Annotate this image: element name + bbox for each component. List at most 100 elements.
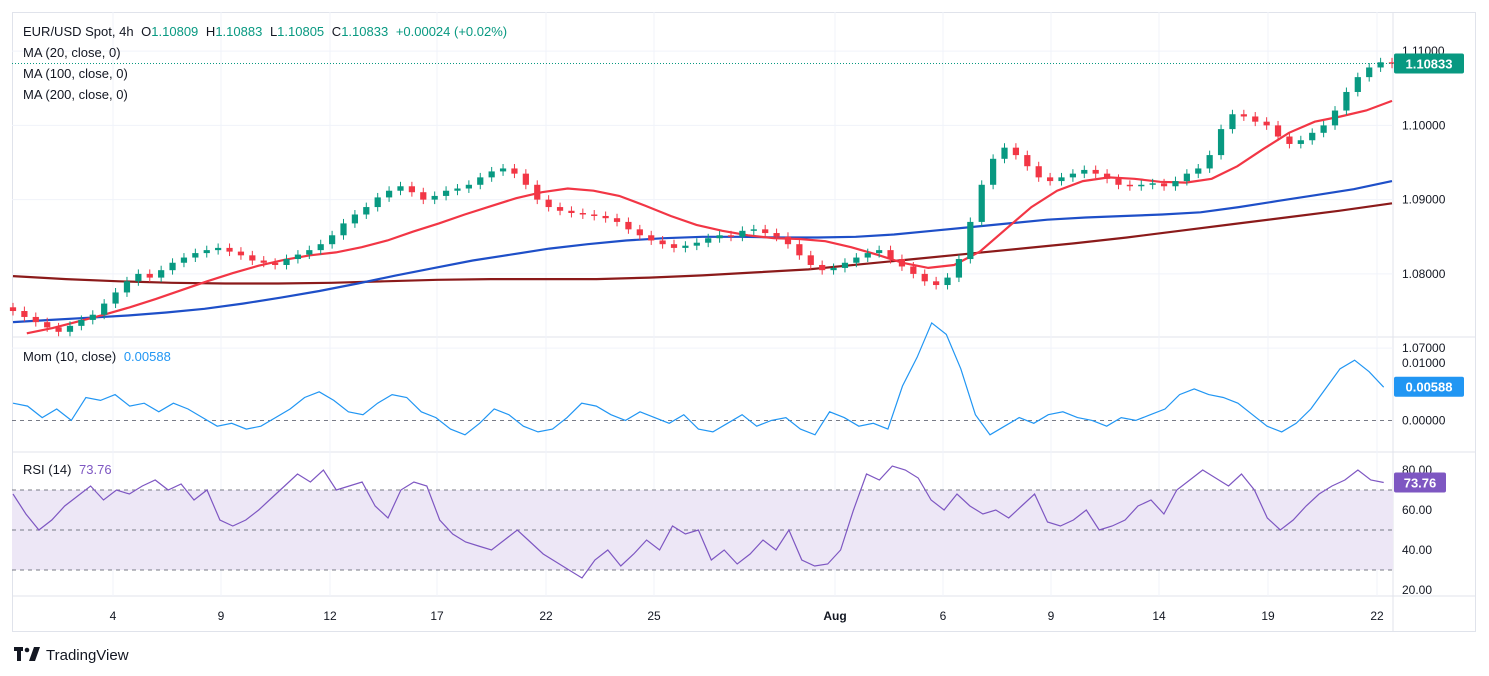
symbol-title[interactable]: EUR/USD Spot, 4h: [23, 24, 134, 39]
candle-body: [830, 267, 837, 271]
candle-body: [636, 229, 643, 236]
candle-body: [568, 210, 575, 214]
candle-body: [1320, 125, 1327, 133]
candle-body: [705, 238, 712, 243]
candle-body: [1240, 114, 1247, 117]
candle-body: [1183, 173, 1190, 182]
momentum-title: Mom (10, close): [23, 349, 117, 364]
candle-body: [465, 184, 472, 189]
candle-body: [1252, 116, 1259, 122]
candle-body: [944, 277, 951, 286]
candle-body: [146, 273, 153, 278]
candle-body: [249, 255, 256, 261]
candle-body: [887, 250, 894, 260]
ma100-legend[interactable]: MA (100, close, 0): [23, 66, 128, 81]
x-tick-label: 4: [110, 609, 117, 623]
candle-body: [1274, 125, 1282, 137]
candle-body: [898, 259, 906, 267]
momentum-legend[interactable]: Mom (10, close) 0.00588: [23, 349, 175, 364]
candle-body: [978, 184, 985, 222]
candle-body: [135, 273, 142, 282]
candle-body: [328, 235, 336, 245]
candle-body: [1206, 155, 1213, 169]
x-tick-label: 22: [539, 609, 553, 623]
x-tick-label: Aug: [823, 609, 846, 623]
rsi-tick-label: 40.00: [1402, 543, 1432, 557]
candle-body: [55, 327, 62, 332]
change-value: +0.00024 (+0.02%): [395, 24, 508, 39]
candle-body: [1286, 136, 1293, 144]
rsi-legend[interactable]: RSI (14) 73.76: [23, 462, 116, 477]
candle-body: [237, 251, 245, 256]
candle-body: [784, 236, 792, 245]
ma20-legend[interactable]: MA (20, close, 0): [23, 45, 121, 60]
candle-body: [773, 233, 780, 237]
chart-frame: [12, 12, 1476, 632]
candle-body: [158, 270, 165, 278]
high-value: 1.10883: [215, 24, 263, 39]
candle-body: [488, 171, 495, 178]
candle-body: [499, 168, 507, 172]
candle-body: [693, 242, 700, 246]
candle-body: [169, 262, 176, 271]
candle-body: [1229, 114, 1236, 130]
momentum-value-label: 0.00588: [1406, 380, 1453, 395]
candle-body: [374, 197, 381, 208]
candle-body: [1377, 62, 1384, 68]
rsi-pane: [12, 465, 1393, 579]
candle-body: [750, 229, 757, 231]
candle-body: [910, 266, 917, 274]
candle-body: [1069, 173, 1077, 178]
momentum-tick-label: 0.01000: [1402, 356, 1446, 370]
x-tick-label: 9: [218, 609, 225, 623]
x-tick-label: 17: [430, 609, 444, 623]
candle-body: [1195, 168, 1202, 174]
candle-body: [921, 273, 928, 282]
low-value: 1.10805: [277, 24, 325, 39]
candle-body: [1149, 183, 1156, 185]
last-price-label: 1.10833: [1406, 57, 1453, 72]
low-label: L: [269, 24, 278, 39]
candle-body: [716, 235, 723, 239]
candle-body: [363, 207, 370, 215]
close-value: 1.10833: [341, 24, 389, 39]
footer[interactable]: TradingView: [14, 645, 129, 666]
candle-body: [807, 255, 814, 265]
candle-body: [420, 192, 427, 200]
candle-body: [1012, 147, 1020, 156]
x-tick-label: 14: [1152, 609, 1166, 623]
price-tick-label: 1.07000: [1402, 341, 1446, 355]
x-tick-label: 9: [1048, 609, 1055, 623]
price-tick-label: 1.10000: [1402, 118, 1446, 132]
candle-body: [967, 221, 974, 260]
candle-body: [762, 229, 769, 234]
candle-body: [591, 214, 598, 216]
candle-body: [1217, 129, 1225, 156]
candle-body: [1115, 178, 1122, 185]
candle-body: [853, 257, 860, 263]
candle-body: [522, 173, 529, 185]
candle-body: [215, 247, 222, 251]
candle-body: [659, 240, 666, 245]
candle-body: [1103, 173, 1111, 179]
candle-body: [78, 319, 85, 326]
x-tick-label: 12: [323, 609, 337, 623]
candle-body: [192, 253, 199, 258]
ma100-line: [12, 180, 1393, 324]
candle-body: [385, 190, 393, 198]
candle-body: [283, 259, 290, 265]
ma200-line: [12, 202, 1393, 285]
candle-body: [1046, 177, 1054, 182]
candle-body: [955, 259, 963, 278]
candle-body: [32, 316, 39, 323]
candle-body: [579, 213, 586, 215]
momentum-line: [12, 321, 1385, 436]
rsi-line: [12, 465, 1384, 579]
x-tick-label: 19: [1261, 609, 1275, 623]
candle-body: [272, 262, 279, 265]
candle-body: [1092, 169, 1099, 174]
ma200-legend[interactable]: MA (200, close, 0): [23, 87, 128, 102]
momentum-legend-value: 0.00588: [123, 349, 171, 364]
candle-body: [454, 188, 461, 191]
